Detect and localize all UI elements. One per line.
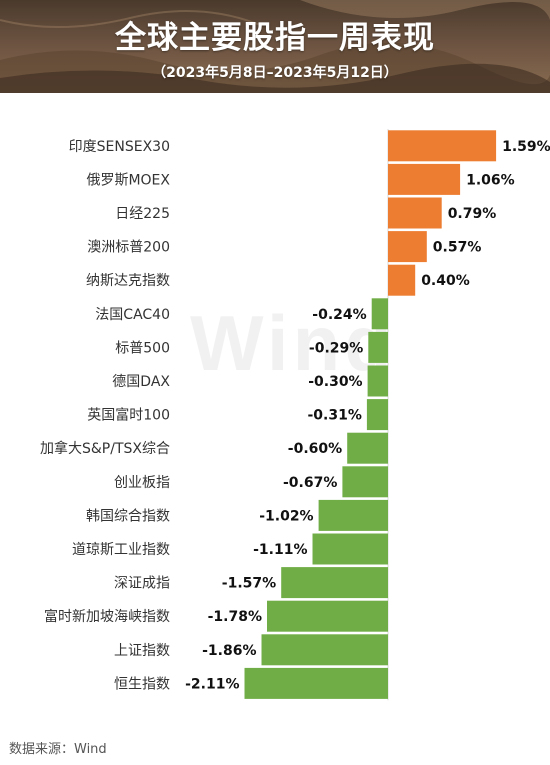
value-label-5: -0.24% bbox=[312, 307, 366, 323]
category-label-13: 深证成指 bbox=[114, 576, 170, 592]
category-label-6: 标普500 bbox=[115, 340, 170, 356]
value-label-16: -2.11% bbox=[185, 676, 239, 692]
bar-15 bbox=[261, 634, 388, 666]
category-label-3: 澳洲标普200 bbox=[87, 240, 170, 256]
bar-7 bbox=[367, 365, 388, 397]
value-label-6: -0.29% bbox=[309, 340, 363, 356]
chart-subtitle: （2023年5月8日–2023年5月12日） bbox=[152, 65, 398, 81]
category-label-8: 英国富时100 bbox=[87, 407, 170, 424]
value-label-4: 0.40% bbox=[421, 273, 470, 289]
bar-13 bbox=[281, 567, 388, 599]
value-label-13: -1.57% bbox=[222, 576, 276, 592]
bar-4 bbox=[388, 264, 416, 296]
watermark-logo: Wind bbox=[190, 299, 396, 387]
bar-chart-svg: 印度SENSEX30 1.59% 俄罗斯MOEX 1.06% 日经225 0.79% 澳洲标… bbox=[40, 129, 550, 701]
value-label-9: -0.60% bbox=[288, 441, 342, 457]
bar-2 bbox=[388, 197, 442, 229]
chart-title: 全球主要股指一周表现 bbox=[115, 20, 435, 56]
data-source-note: 数据来源：Wind bbox=[9, 742, 107, 757]
category-label-14: 富时新加坡海峡指数 bbox=[44, 608, 170, 625]
bar-9 bbox=[347, 432, 388, 464]
bar-0 bbox=[388, 130, 497, 162]
category-label-12: 道琼斯工业指数 bbox=[72, 542, 170, 558]
category-label-7: 德国DAX bbox=[112, 374, 170, 390]
value-label-11: -1.02% bbox=[259, 508, 313, 524]
bar-6 bbox=[368, 331, 388, 363]
bar-11 bbox=[318, 499, 388, 531]
value-label-10: -0.67% bbox=[283, 475, 337, 491]
category-label-2: 日经225 bbox=[115, 206, 170, 222]
value-label-3: 0.57% bbox=[433, 240, 482, 256]
value-label-7: -0.30% bbox=[308, 374, 362, 390]
category-label-0: 印度SENSEX30 bbox=[69, 139, 170, 155]
bar-10 bbox=[342, 466, 388, 498]
value-label-8: -0.31% bbox=[308, 408, 362, 424]
bar-14 bbox=[267, 600, 388, 632]
category-label-16: 恒生指数 bbox=[114, 676, 170, 692]
bar-12 bbox=[312, 533, 388, 565]
bar-3 bbox=[388, 231, 427, 263]
value-label-15: -1.86% bbox=[202, 643, 256, 659]
bar-chart: Wind 印度SENSEX30 1.59% 俄罗斯MOEX 1.06% 日经225 0.7… bbox=[0, 93, 550, 733]
value-label-2: 0.79% bbox=[448, 206, 497, 222]
category-label-9: 加拿大S&P/TSX综合 bbox=[40, 440, 170, 457]
category-label-10: 创业板指 bbox=[114, 475, 170, 491]
value-label-12: -1.11% bbox=[253, 542, 307, 558]
category-label-15: 上证指数 bbox=[114, 643, 170, 659]
value-label-1: 1.06% bbox=[466, 172, 515, 188]
bar-16 bbox=[244, 667, 388, 699]
bar-5 bbox=[371, 298, 388, 330]
category-label-1: 俄罗斯MOEX bbox=[86, 172, 170, 188]
value-label-0: 1.59% bbox=[502, 139, 550, 155]
category-label-4: 纳斯达克指数 bbox=[86, 273, 170, 289]
chart-header: 全球主要股指一周表现 （2023年5月8日–2023年5月12日） bbox=[0, 0, 550, 93]
bar-8 bbox=[366, 399, 388, 431]
header-background-texture bbox=[0, 0, 550, 93]
category-label-5: 法国CAC40 bbox=[95, 307, 170, 323]
value-label-14: -1.78% bbox=[208, 609, 262, 625]
bar-1 bbox=[388, 163, 461, 195]
category-label-11: 韩国综合指数 bbox=[86, 508, 170, 524]
